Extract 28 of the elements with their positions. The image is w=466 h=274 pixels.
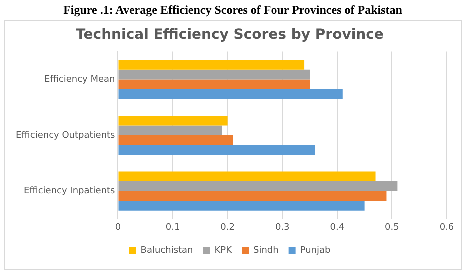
x-tick-label: 0.5 (385, 222, 400, 233)
chart-subtitle: Technical Efficiency Scores by Province (76, 27, 384, 44)
x-tick-label: 0.4 (330, 222, 345, 233)
y-tick-label: Efficiency Inpatients (24, 186, 116, 197)
legend-label: KPK (214, 246, 234, 256)
bar (118, 126, 222, 136)
x-tick-label: 0.6 (440, 222, 454, 233)
bar (118, 182, 398, 192)
bar (118, 172, 376, 182)
legend-label: Punjab (300, 246, 332, 256)
bar (118, 60, 305, 70)
chart-title: Figure .1: Average Efficiency Scores of Four Provinces of Pakistan (62, 2, 404, 19)
bar (118, 80, 310, 90)
y-tick-label: Efficiency Outpatients (16, 130, 116, 141)
x-tick-label: 0.1 (166, 222, 180, 233)
bar (118, 191, 387, 202)
bar (118, 201, 365, 211)
legend-label: Sindh (253, 246, 279, 256)
bar (118, 145, 316, 156)
bar (118, 116, 228, 126)
y-tick-label: Efficiency Mean (44, 75, 116, 86)
bar (118, 70, 310, 80)
x-tick-label: 0.3 (275, 222, 290, 233)
bar (118, 136, 234, 146)
x-tick-label: 0.2 (220, 222, 235, 233)
bar (118, 89, 343, 100)
legend-label: Baluchistan (140, 246, 194, 256)
x-tick-label: 0 (115, 222, 122, 233)
